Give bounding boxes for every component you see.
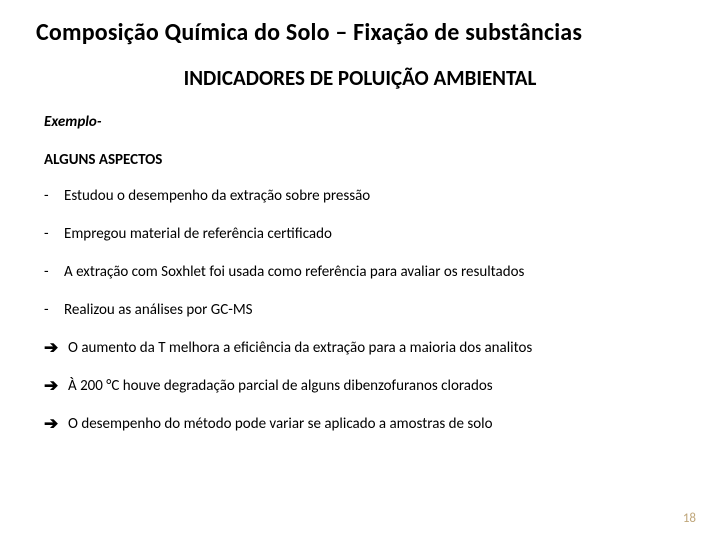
example-label: Exemplo- — [44, 113, 686, 131]
list-item: - Realizou as análises por GC-MS — [44, 301, 686, 319]
aspects-label: ALGUNS ASPECTOS — [44, 151, 686, 169]
list-item: ➔ O desempenho do método pode variar se … — [44, 415, 686, 433]
main-title: Composição Química do Solo – Fixação de … — [36, 18, 686, 47]
arrow-icon: ➔ — [44, 377, 68, 395]
dash-icon: - — [44, 225, 64, 243]
list-item: - Estudou o desempenho da extração sobre… — [44, 187, 686, 205]
arrow-icon: ➔ — [44, 339, 68, 357]
slide: Composição Química do Solo – Fixação de … — [0, 0, 720, 540]
arrow-text: O desempenho do método pode variar se ap… — [68, 415, 493, 433]
dash-icon: - — [44, 263, 64, 281]
page-number: 18 — [683, 511, 696, 526]
arrow-list: ➔ O aumento da T melhora a eficiência da… — [44, 339, 686, 433]
bullet-text: A extração com Soxhlet foi usada como re… — [64, 263, 524, 281]
bullet-text: Empregou material de referência certific… — [64, 225, 332, 243]
bullet-text: Estudou o desempenho da extração sobre p… — [64, 187, 370, 205]
arrow-icon: ➔ — [44, 415, 68, 433]
bullet-text: Realizou as análises por GC-MS — [64, 301, 253, 319]
dash-icon: - — [44, 301, 64, 319]
dash-icon: - — [44, 187, 64, 205]
list-item: - Empregou material de referência certif… — [44, 225, 686, 243]
arrow-text: À 200 °C houve degradação parcial de alg… — [68, 377, 493, 395]
sub-title: INDICADORES DE POLUIÇÃO AMBIENTAL — [34, 65, 686, 91]
list-item: ➔ O aumento da T melhora a eficiência da… — [44, 339, 686, 357]
list-item: - A extração com Soxhlet foi usada como … — [44, 263, 686, 281]
bullet-list: - Estudou o desempenho da extração sobre… — [44, 187, 686, 319]
list-item: ➔ À 200 °C houve degradação parcial de a… — [44, 377, 686, 395]
arrow-text: O aumento da T melhora a eficiência da e… — [68, 339, 532, 357]
